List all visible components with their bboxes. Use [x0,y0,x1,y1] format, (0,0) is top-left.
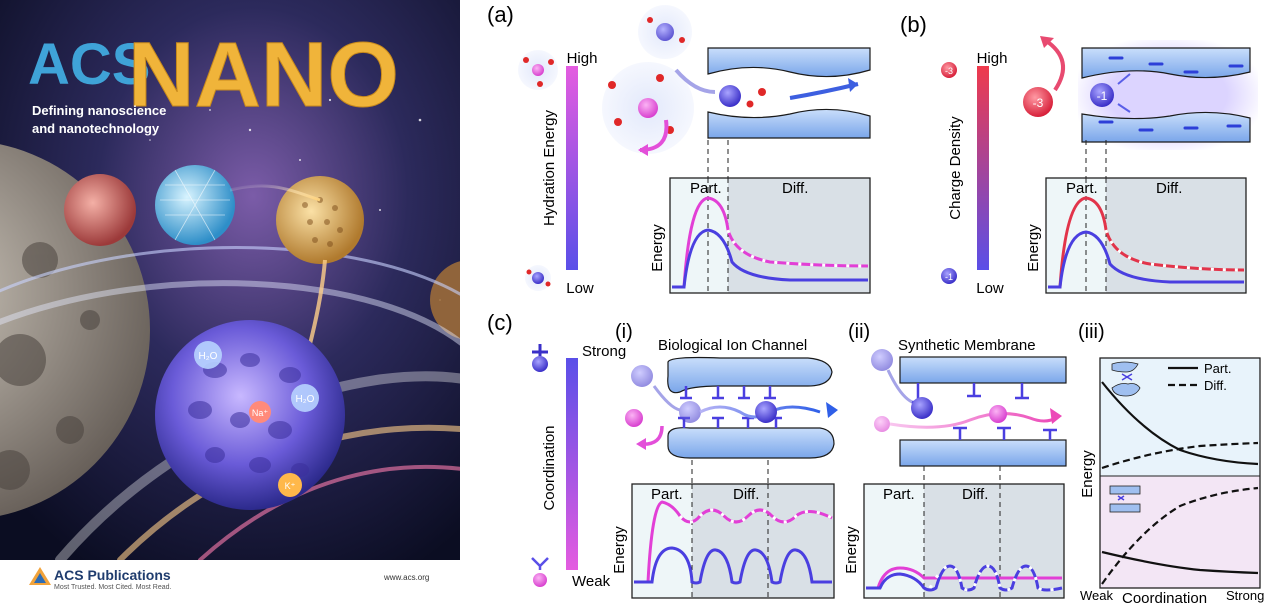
plot-iii-x-strong: Strong [1226,588,1264,603]
tagline-line-2: and nanotechnology [32,121,160,136]
energy-plot-i [631,483,835,599]
trapped-ion [911,397,933,419]
plot-ii-zone-diffusion: Diff. [962,486,988,503]
tagline-line-1: Defining nanoscience [32,103,166,118]
plot-i-zone-diffusion: Diff. [733,486,759,503]
hydrated-ion-small [638,5,692,59]
trend-plot-iii [1099,357,1261,589]
energy-plot-ii [863,483,1065,599]
legend-diffusion: Diff. [1204,378,1227,393]
coordination-scale-high: Strong [582,343,626,360]
cover-ions [194,341,319,497]
energy-plot-b [1045,177,1247,294]
weak-coordination-icon [531,557,549,587]
strong-coordination-icon [532,344,548,372]
plot-iii-x-title: Coordination [1122,590,1207,607]
svg-text:-1: -1 [945,272,953,282]
subpanel-iii-letter: (iii) [1078,321,1105,343]
acs-logo-icon [28,566,52,586]
bio-ion-entering [679,401,701,423]
plot-a-y-axis-label: Energy [649,224,666,272]
hydrated-ion-high-icon [518,50,558,90]
publisher-name: ACS Publications [54,567,171,583]
diffusing-ion [989,405,1007,423]
subpanel-ii-letter: (ii) [848,321,870,343]
ion-label-sodium: Na⁺ [252,408,269,418]
charged-wall-top [1081,47,1251,79]
bio-channel-wall-bottom [667,427,835,459]
bio-channel-wall-top [667,356,833,394]
plot-iii-y-axis-label: Energy [1079,450,1096,498]
repulsion-arrow [1043,38,1065,92]
charge-scale-bottom-ion-icon: -1 [941,268,957,284]
hydration-scale-high: High [567,50,598,67]
trivalent-ion-label: -3 [1033,96,1044,110]
dehydrated-ion [719,85,741,107]
subpanel-i-title: Biological Ion Channel [658,337,807,354]
figure-panels: (a) High Low Hydration Energy [487,2,1264,607]
synthetic-wall-top [899,356,1067,384]
hydrated-ion-low-icon [525,265,551,291]
coordination-scale-title: Coordination [541,425,558,510]
coordination-scale-low: Weak [572,573,611,590]
cover-artwork: H₂O Na⁺ H₂O K⁺ ACS NANO Defining nanosci… [0,0,460,560]
plot-a-zone-partition: Part. [690,180,722,197]
panel-b-letter: (b) [900,12,927,37]
hydrated-ion-large [602,62,694,154]
publisher-url: www.acs.org [384,573,430,582]
masthead-brand: ACS [28,32,150,97]
plot-a-zone-diffusion: Diff. [782,180,808,197]
entry-arrow [674,68,716,94]
publisher-motto: Most Trusted. Most Cited. Most Read. [54,584,172,591]
charge-scale-title: Charge Density [947,116,964,220]
monovalent-ion [1090,83,1114,107]
subpanel-ii-title: Synthetic Membrane [898,337,1036,354]
hydration-scale-title: Hydration Energy [541,110,558,226]
ion-label-water-2: H₂O [296,394,315,405]
hydration-scale-bar [566,66,578,270]
ion-label-potassium: K⁺ [285,481,296,491]
trivalent-ion [1023,87,1053,117]
diffusion-arrow [789,82,859,100]
plot-ii-y-axis-label: Energy [843,526,860,574]
plot-i-zone-partition: Part. [651,486,683,503]
legend-partition: Part. [1204,361,1231,376]
svg-text:-3: -3 [945,66,953,76]
plot-b-zone-partition: Part. [1066,180,1098,197]
plot-iii-x-weak: Weak [1080,588,1113,603]
plot-b-y-axis-label: Energy [1025,224,1042,272]
charge-scale-bar [977,66,989,270]
monovalent-ion-label: -1 [1097,89,1108,103]
charged-wall-bottom [1081,111,1251,143]
charge-scale-low: Low [976,280,1004,297]
hydration-scale-low: Low [566,280,594,297]
plot-b-zone-diffusion: Diff. [1156,180,1182,197]
bio-ion-in-channel [755,401,777,423]
masthead-title: NANO [128,24,399,126]
coordination-scale-bar [566,358,578,570]
journal-cover: H₂O Na⁺ H₂O K⁺ ACS NANO Defining nanosci… [0,0,460,607]
panel-a-letter: (a) [487,2,514,27]
channel-wall-bottom [707,108,871,139]
subpanel-i-letter: (i) [615,321,633,343]
ion-label-water-1: H₂O [199,351,218,362]
plot-i-y-axis-label: Energy [611,526,628,574]
charge-scale-high: High [977,50,1008,67]
synthetic-wall-bottom [899,439,1067,467]
plot-ii-zone-partition: Part. [883,486,915,503]
panel-c-letter: (c) [487,310,513,335]
charge-scale-top-ion-icon: -3 [941,62,957,78]
energy-plot-a [669,177,871,294]
channel-wall-top [707,47,871,78]
